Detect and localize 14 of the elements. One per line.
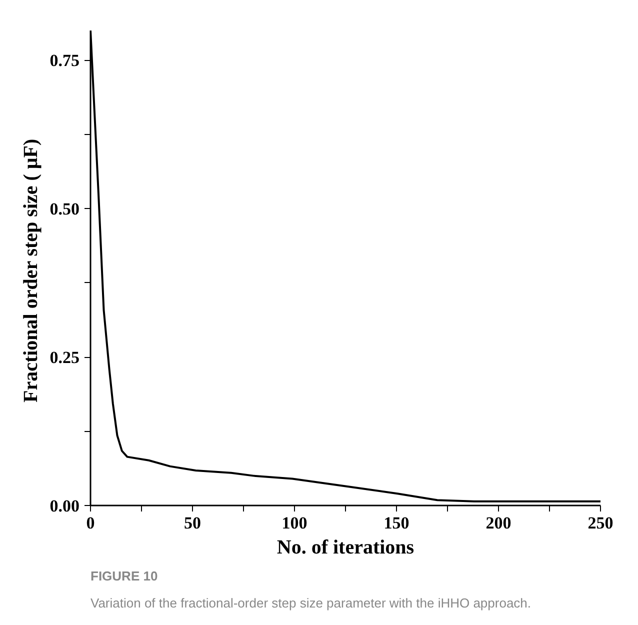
- x-axis-title: No. of iterations: [276, 536, 414, 558]
- x-tick-label: 100: [282, 514, 308, 532]
- y-tick-label: 0.75: [50, 51, 80, 70]
- y-tick-label: 0.00: [50, 496, 80, 516]
- x-tick-label: 150: [384, 514, 410, 532]
- x-tick-label: 250: [588, 514, 614, 532]
- y-axis-title: Fractional order step size ( μF): [20, 138, 42, 403]
- x-tick-label: 50: [184, 514, 201, 532]
- x-tick-label: 0: [86, 514, 95, 532]
- caption: FIGURE 10: [90, 568, 158, 584]
- y-tick-label: 0.50: [50, 200, 80, 219]
- y-tick-label: 0.25: [50, 348, 80, 368]
- text: Variation of the fractional-order step size parameter with the iHHO approach.: [90, 596, 532, 610]
- x-tick-label: 200: [486, 514, 512, 532]
